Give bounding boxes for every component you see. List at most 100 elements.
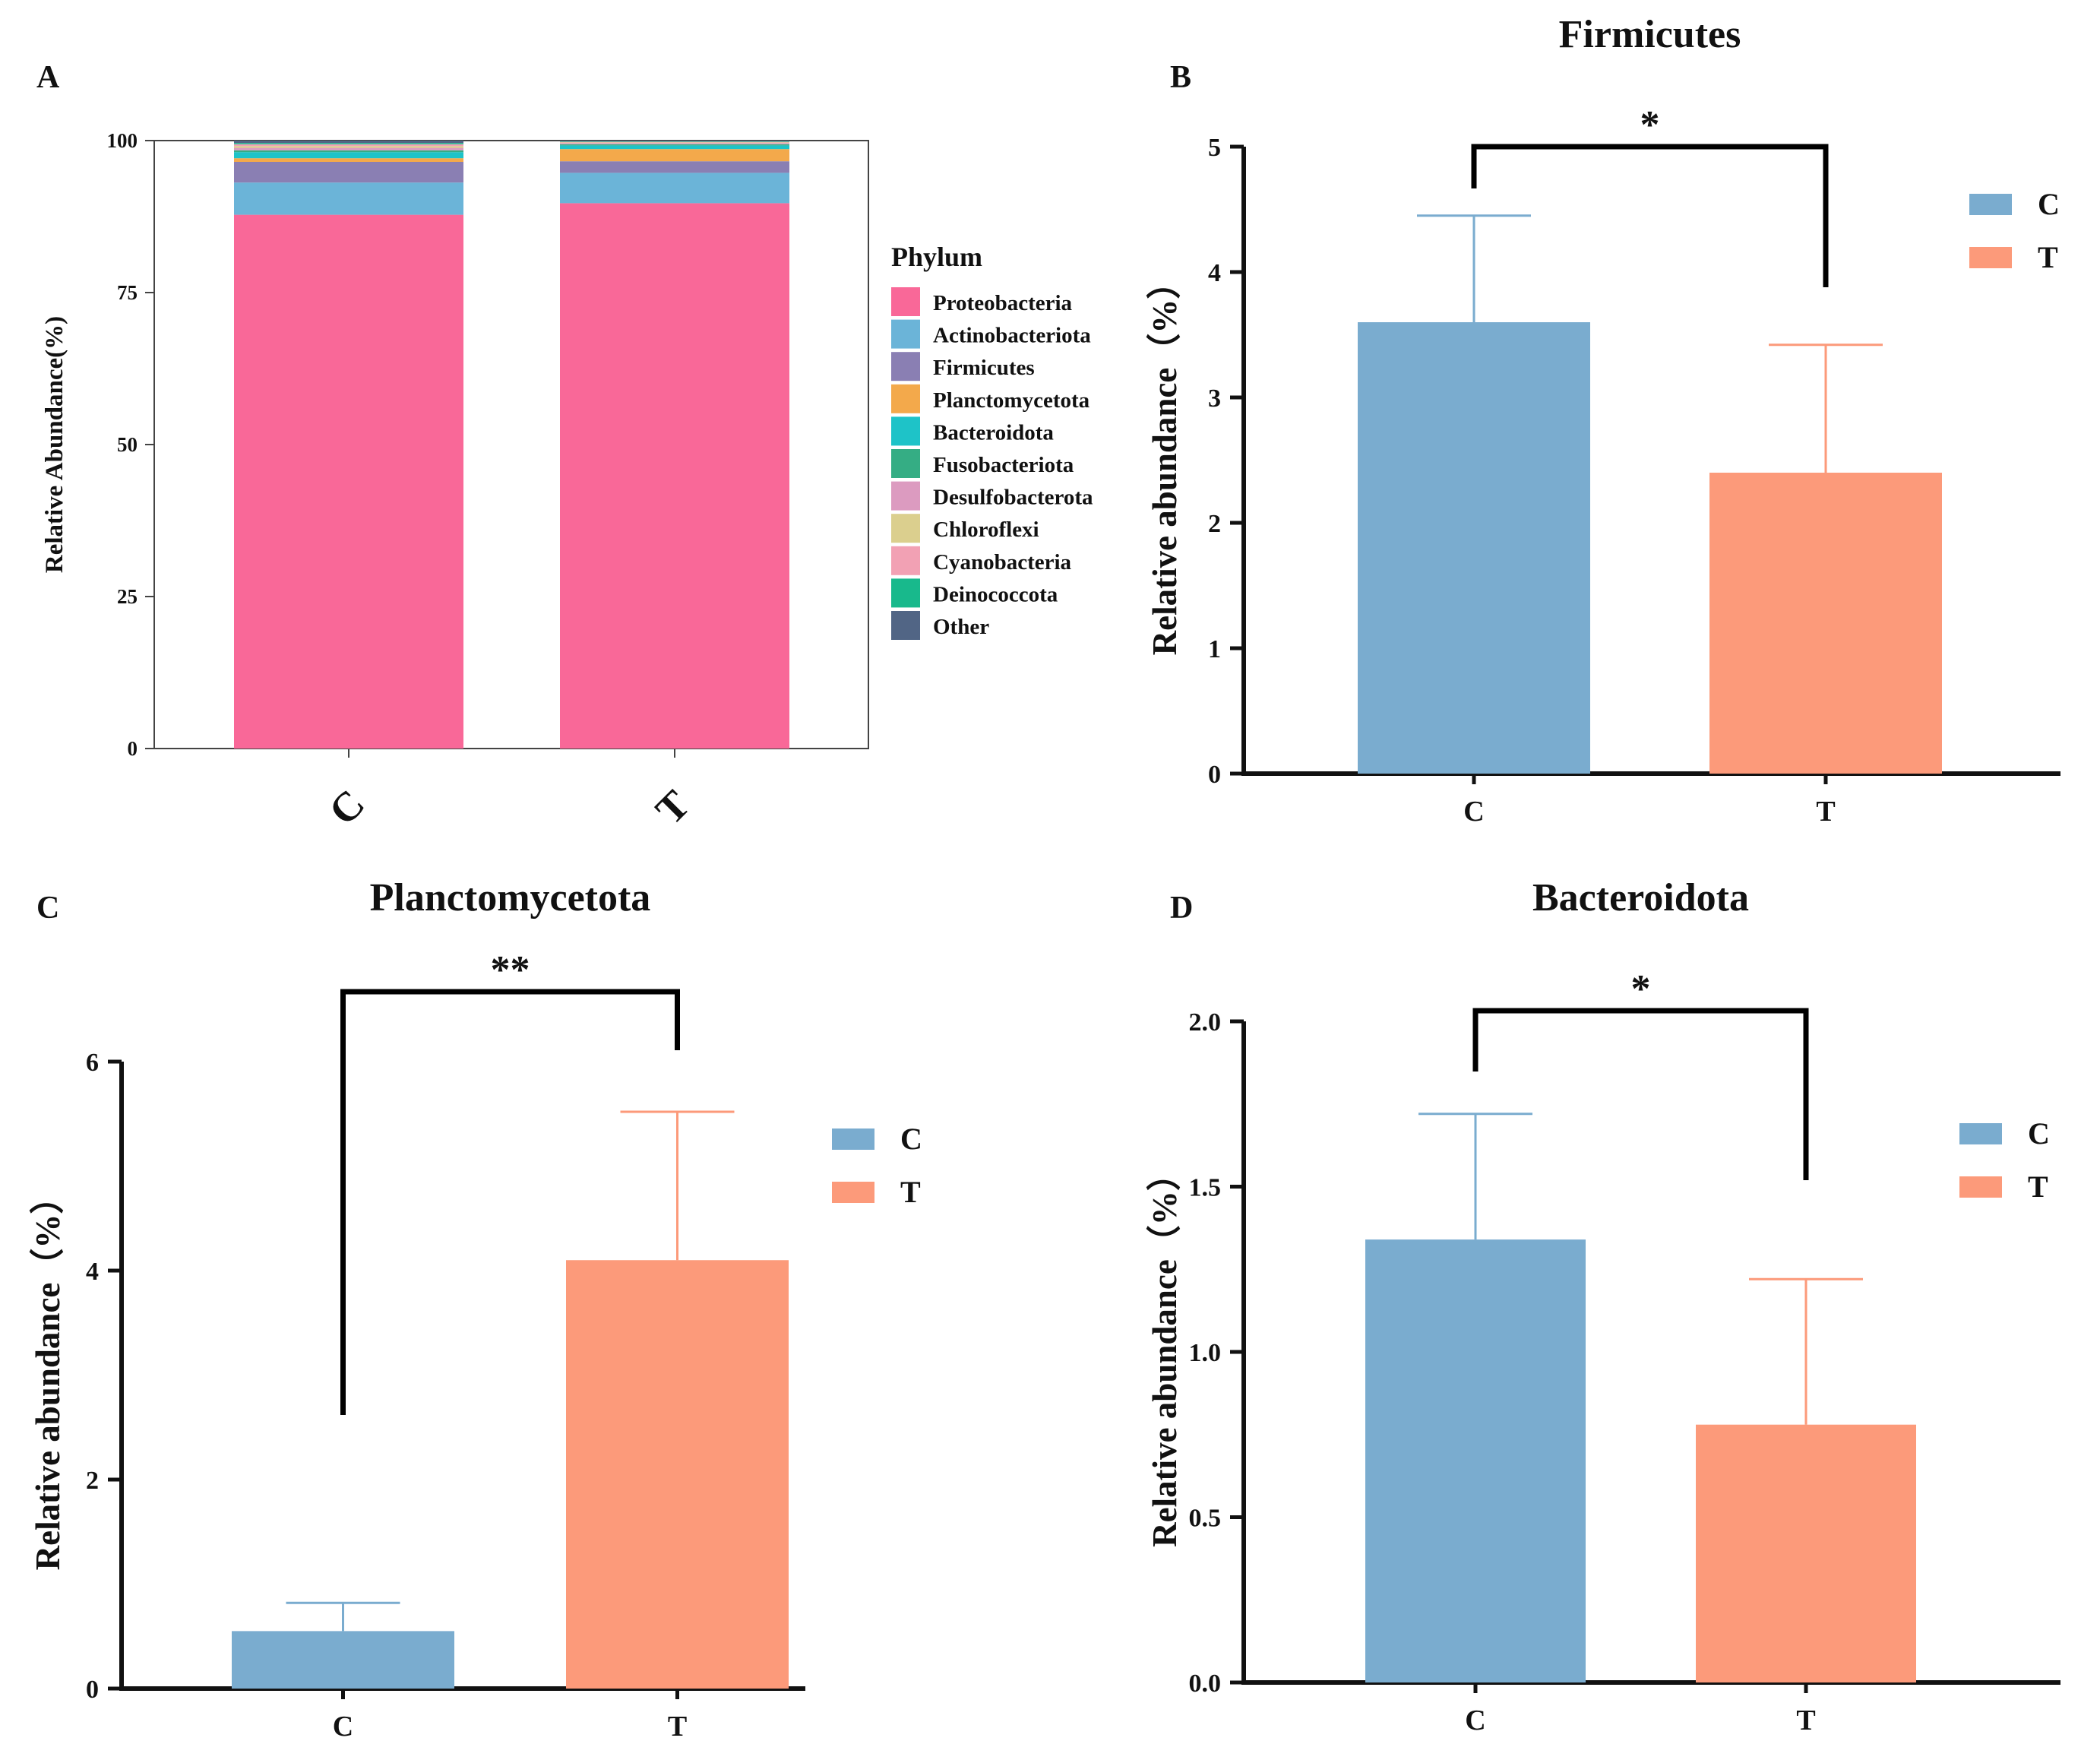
legend-swatch-c [832, 1128, 874, 1150]
stacked-bar-segment [234, 144, 463, 147]
bar-t [1709, 473, 1942, 774]
y-tick-label: 100 [107, 129, 138, 152]
stacked-bar-segment [560, 149, 789, 162]
bar-c [1358, 322, 1590, 774]
significance-marker: * [1631, 967, 1651, 1011]
legend-label: Cyanobacteria [933, 550, 1072, 575]
y-tick-label: 4 [1208, 259, 1221, 287]
x-tick-label: C [1463, 796, 1484, 828]
legend-label: C [900, 1122, 922, 1156]
legend-label: Other [933, 615, 989, 639]
stacked-bar-segment [234, 158, 463, 162]
y-tick-label: 0 [128, 737, 138, 760]
bar-c [232, 1631, 454, 1689]
legend-label: T [900, 1175, 921, 1209]
legend-swatch [891, 352, 920, 381]
legend-swatch [891, 449, 920, 478]
significance-bracket [1471, 144, 1829, 287]
legend-swatch [891, 611, 920, 640]
bar-c [1365, 1239, 1586, 1682]
legend-swatch [891, 319, 920, 349]
legend-label: C [2028, 1116, 2050, 1151]
y-tick-label: 4 [86, 1258, 99, 1286]
stacked-bar-segment [560, 161, 789, 173]
stacked-bar-segment [560, 173, 789, 204]
bar-t [566, 1260, 789, 1689]
stacked-bar-segment [560, 141, 789, 142]
legend-label: T [2028, 1170, 2048, 1204]
stacked-bar-segment [560, 141, 789, 143]
legend-label: Actinobacteriota [933, 324, 1091, 348]
y-tick-label: 2 [86, 1467, 99, 1495]
y-tick-label: 2.0 [1189, 1008, 1222, 1037]
stacked-bar-segment [234, 152, 463, 159]
significance-bracket [1472, 1008, 1809, 1180]
stacked-bar-segment [560, 145, 789, 150]
x-tick-label: T [668, 1711, 687, 1743]
legend-label: Firmicutes [933, 356, 1035, 380]
legend-label: Proteobacteria [933, 291, 1073, 315]
bar-t [1696, 1424, 1916, 1682]
y-tick-label: 0 [86, 1676, 99, 1704]
legend-swatch [891, 578, 920, 608]
y-tick-label: 25 [117, 585, 138, 608]
significance-marker: ** [491, 948, 530, 992]
stacked-bar-segment [560, 203, 789, 749]
y-axis-label: Relative Abundance(%) [41, 316, 68, 573]
stacked-bar-segment [234, 182, 463, 215]
legend-swatch [891, 416, 920, 446]
legend-swatch-t [832, 1182, 874, 1203]
panel-c: C Planctomycetota 0 2 4 6 Relative abundance（%… [29, 876, 922, 1743]
y-tick-label: 1.5 [1189, 1174, 1222, 1202]
stacked-bar-segment [234, 147, 463, 150]
legend-label: Chloroflexi [933, 518, 1039, 542]
stacked-bar-segment [560, 143, 789, 144]
stacked-bar-segment [234, 146, 463, 148]
legend-swatch [891, 384, 920, 413]
y-tick-label: 0.0 [1189, 1670, 1222, 1698]
legend-swatch-c [1959, 1123, 2002, 1144]
y-tick-label: 1.0 [1189, 1339, 1222, 1367]
x-tick-label: C [333, 1711, 353, 1743]
panel-label-d: D [1170, 891, 1193, 926]
legend-swatch-t [1969, 247, 2012, 268]
y-tick-label: 50 [117, 433, 138, 456]
y-tick-label: 75 [117, 281, 138, 304]
y-tick-label: 0.5 [1189, 1505, 1222, 1533]
legend-label: Desulfobacterota [933, 486, 1093, 510]
y-tick-label: 3 [1208, 385, 1221, 413]
legend-swatch [891, 287, 920, 316]
y-axis-label: Relative abundance（%） [29, 1180, 67, 1571]
legend-swatch [891, 481, 920, 511]
legend-label: Bacteroidota [933, 420, 1054, 445]
y-tick-label: 0 [1208, 761, 1221, 789]
stacked-bar-segment [560, 144, 789, 146]
stacked-bar-segment [234, 141, 463, 144]
y-tick-label: 2 [1208, 510, 1221, 538]
legend-swatch-t [1959, 1176, 2002, 1198]
panel-label-b: B [1170, 60, 1191, 95]
y-axis-label: Relative abundance（%） [1146, 265, 1184, 656]
legend-title: Phylum [891, 242, 982, 272]
panel-d: D Bacteroidota 0.0 0.5 1.0 1.5 2.0 Relative abu… [1146, 876, 2060, 1736]
y-tick-label: 5 [1208, 134, 1221, 162]
legend-label: T [2038, 240, 2058, 274]
chart-title: Firmicutes [1559, 13, 1741, 56]
legend-label: Deinococcota [933, 582, 1058, 606]
y-axis-label: Relative abundance（%） [1146, 1157, 1184, 1547]
legend-swatch-c [1969, 194, 2012, 215]
y-tick-label: 1 [1208, 635, 1221, 663]
x-tick-label: C [1465, 1705, 1485, 1736]
legend-swatch [891, 546, 920, 575]
stacked-bar-segment [234, 214, 463, 749]
stacked-bar-segment [234, 150, 463, 153]
legend-label: C [2038, 187, 2060, 221]
x-tick-label: T [1796, 1705, 1815, 1736]
legend-swatch [891, 514, 920, 543]
significance-bracket [340, 989, 680, 1415]
stacked-bar-segment [560, 142, 789, 144]
panel-label-a: A [36, 60, 60, 95]
significance-marker: * [1640, 103, 1660, 147]
